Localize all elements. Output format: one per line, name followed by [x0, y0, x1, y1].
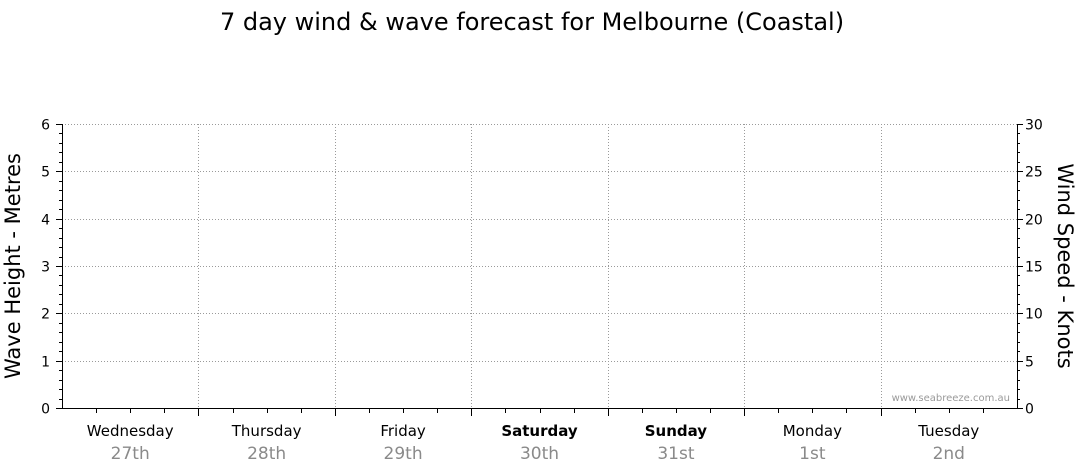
left-tick-label: 0	[41, 402, 50, 418]
day-date-label: 30th	[520, 444, 559, 464]
right-tick-label: 30	[1025, 118, 1043, 134]
right-tick-label: 20	[1025, 213, 1043, 229]
left-tick-label: 3	[41, 260, 50, 276]
day-date-label: 29th	[384, 444, 423, 464]
left-axis-ticks: 0 1 2 3 4 5 6	[41, 118, 62, 418]
day-date-label: 31st	[657, 444, 694, 464]
gridlines	[62, 124, 1017, 408]
day-name-label: Saturday	[501, 422, 578, 440]
day-name-label: Sunday	[645, 422, 708, 440]
axes	[62, 124, 1018, 416]
right-tick-label: 25	[1025, 165, 1043, 181]
day-name-label: Monday	[783, 422, 842, 440]
day-name-label: Tuesday	[917, 422, 979, 440]
watermark: www.seabreeze.com.au	[892, 393, 1010, 404]
left-tick-label: 1	[41, 355, 50, 371]
day-date-label: 2nd	[933, 444, 965, 464]
day-date-label: 27th	[111, 444, 150, 464]
left-tick-label: 6	[41, 118, 50, 134]
right-tick-label: 15	[1025, 260, 1043, 276]
left-tick-label: 5	[41, 165, 50, 181]
day-labels: Wednesday 27th Thursday 28th Friday 29th Satur…	[87, 422, 980, 464]
right-tick-label: 10	[1025, 307, 1043, 323]
day-name-label: Thursday	[231, 422, 302, 440]
left-axis-title: Wave Height - Metres	[1, 153, 25, 379]
left-tick-label: 4	[41, 213, 50, 229]
chart-title: 7 day wind & wave forecast for Melbourne…	[220, 8, 844, 36]
day-name-label: Friday	[380, 422, 426, 440]
right-tick-label: 5	[1025, 355, 1034, 371]
right-axis-title: Wind Speed - Knots	[1053, 163, 1077, 368]
right-axis-ticks: 0 5 10 15 20 25 30	[1017, 118, 1043, 418]
left-tick-label: 2	[41, 307, 50, 323]
right-tick-label: 0	[1025, 402, 1034, 418]
day-date-label: 28th	[247, 444, 286, 464]
day-name-label: Wednesday	[87, 422, 174, 440]
day-date-label: 1st	[799, 444, 826, 464]
